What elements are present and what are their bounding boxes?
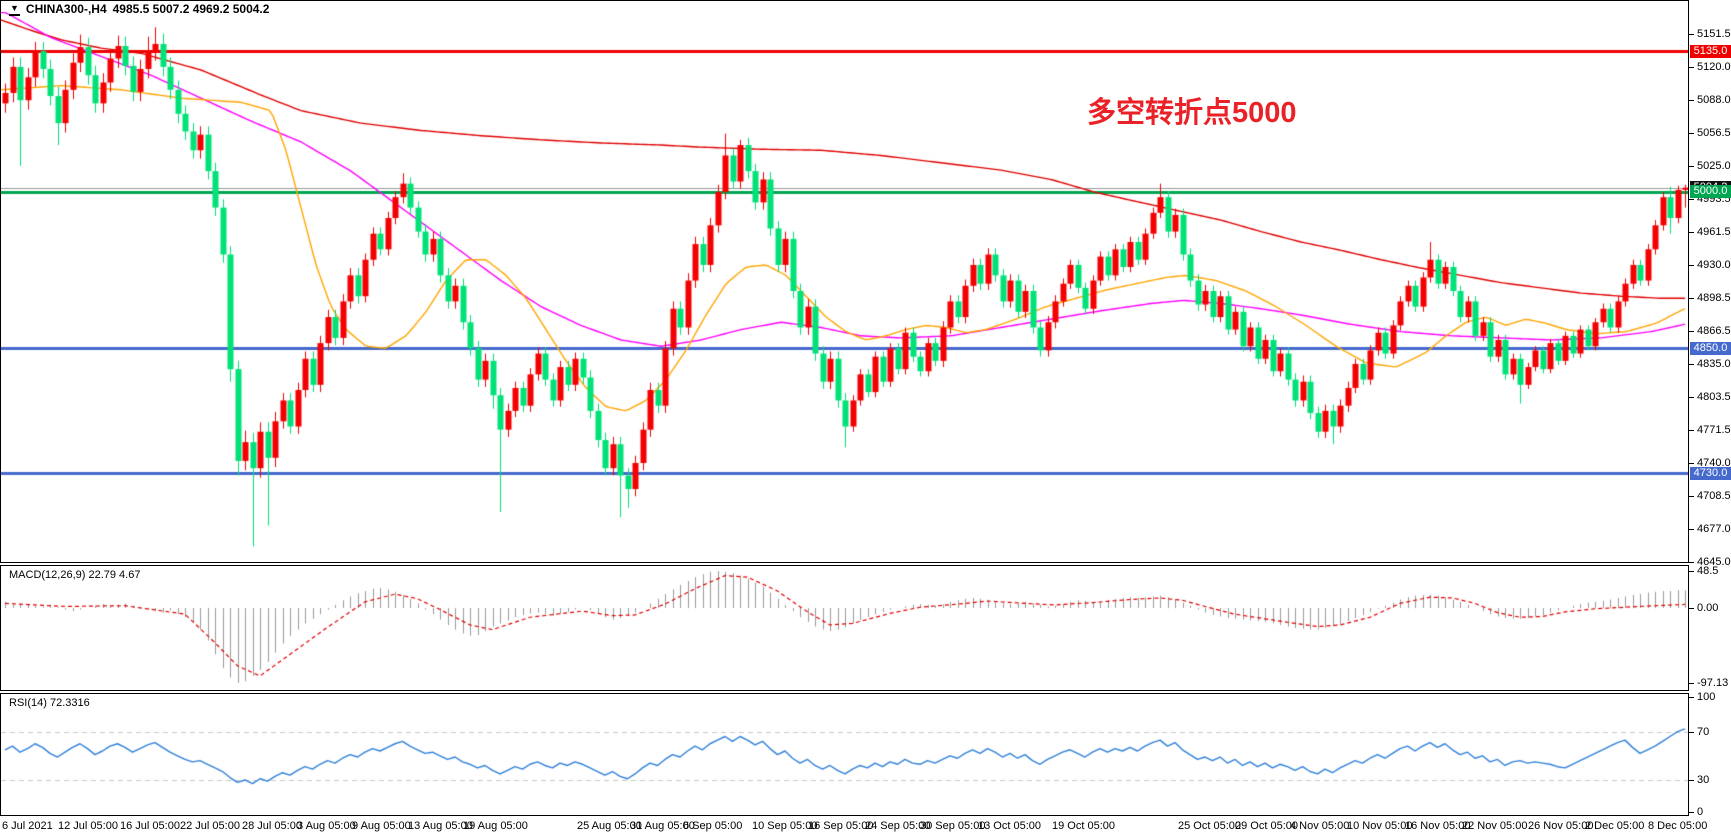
price-tick-label: 5056.5 — [1697, 127, 1731, 139]
date-tick-label: 6 Sep 05:00 — [683, 820, 743, 832]
axis-tick — [1689, 430, 1694, 431]
axis-tick — [1689, 166, 1694, 167]
price-chart-canvas[interactable] — [1, 1, 1688, 562]
axis-tick — [1689, 529, 1694, 530]
date-tick-label: 19 Oct 05:00 — [1052, 820, 1115, 832]
axis-tick — [1689, 496, 1694, 497]
date-tick-label: 25 Aug 05:00 — [577, 820, 642, 832]
date-tick-label: 13 Aug 05:00 — [408, 820, 473, 832]
price-tick-label: 4740.0 — [1697, 457, 1731, 469]
macd-canvas[interactable] — [1, 566, 1688, 690]
price-tick-label: 5151.5 — [1697, 28, 1731, 40]
rsi-tick-label: 70 — [1697, 726, 1710, 738]
price-badge: 4730.0 — [1690, 467, 1731, 480]
date-tick-label: 4 Nov 05:00 — [1290, 820, 1350, 832]
date-tick-label: 30 Sep 05:00 — [920, 820, 986, 832]
rsi-pane: RSI(14) 72.3316 — [0, 693, 1689, 816]
rsi-label: RSI(14) 72.3316 — [9, 697, 90, 709]
axis-tick — [1689, 812, 1694, 813]
annotation-text: 多空转折点5000 — [1087, 97, 1297, 129]
axis-tick — [1689, 298, 1694, 299]
date-tick-label: 25 Oct 05:00 — [1178, 820, 1241, 832]
price-tick-label: 5025.0 — [1697, 160, 1731, 172]
axis-tick — [1689, 732, 1694, 733]
chart-title: ▼ CHINA300-,H4 4985.5 5007.2 4969.2 5004… — [9, 2, 269, 16]
rsi-canvas[interactable] — [1, 694, 1688, 815]
date-tick-label: 2 Dec 05:00 — [1585, 820, 1645, 832]
date-tick-label: 28 Jul 05:00 — [242, 820, 302, 832]
axis-tick — [1689, 34, 1694, 35]
axis-tick — [1689, 199, 1694, 200]
date-tick-label: 6 Jul 2021 — [2, 820, 53, 832]
date-tick-label: 16 Nov 05:00 — [1405, 820, 1471, 832]
axis-tick — [1689, 608, 1694, 609]
date-tick-label: 13 Oct 05:00 — [978, 820, 1041, 832]
price-tick-label: 5088.0 — [1697, 94, 1731, 106]
ohlc-values: 4985.5 5007.2 4969.2 5004.2 — [112, 2, 270, 16]
price-tick-label: 4677.0 — [1697, 523, 1731, 535]
date-tick-label: 29 Oct 05:00 — [1235, 820, 1298, 832]
price-tick-label: 4898.5 — [1697, 292, 1731, 304]
macd-pane: MACD(12,26,9) 22.79 4.67 — [0, 565, 1689, 691]
date-tick-label: 19 Aug 05:00 — [463, 820, 528, 832]
date-tick-label: 16 Jul 05:00 — [120, 820, 180, 832]
date-tick-label: 9 Aug 05:00 — [352, 820, 411, 832]
price-tick-label: 4771.5 — [1697, 424, 1731, 436]
date-tick-label: 16 Sep 05:00 — [808, 820, 874, 832]
price-badge: 5135.0 — [1690, 45, 1731, 58]
date-tick-label: 10 Nov 05:00 — [1347, 820, 1413, 832]
symbol-dropdown-icon[interactable]: ▼ — [9, 3, 20, 16]
price-tick-label: 4930.0 — [1697, 259, 1731, 271]
date-tick-label: 26 Nov 05:00 — [1528, 820, 1594, 832]
axis-tick — [1689, 364, 1694, 365]
date-tick-label: 8 Dec 05:00 — [1648, 820, 1708, 832]
axis-tick — [1689, 133, 1694, 134]
price-tick-label: 4708.5 — [1697, 490, 1731, 502]
price-tick-label: 4803.5 — [1697, 391, 1731, 403]
axis-tick — [1689, 780, 1694, 781]
date-tick-label: 22 Nov 05:00 — [1462, 820, 1528, 832]
rsi-tick-label: 30 — [1697, 774, 1710, 786]
axis-tick — [1689, 331, 1694, 332]
macd-tick-label: -97.13 — [1697, 677, 1729, 689]
axis-tick — [1689, 562, 1694, 563]
axis-tick — [1689, 697, 1694, 698]
axis-tick — [1689, 463, 1694, 464]
rsi-tick-label: 0 — [1697, 806, 1704, 818]
price-tick-label: 4835.0 — [1697, 358, 1731, 370]
price-tick-label: 4645.0 — [1697, 556, 1731, 568]
date-tick-label: 31 Aug 05:00 — [630, 820, 695, 832]
macd-tick-label: 0.00 — [1697, 602, 1719, 614]
date-tick-label: 10 Sep 05:00 — [752, 820, 818, 832]
rsi-tick-label: 100 — [1697, 691, 1716, 703]
macd-tick-label: 48.5 — [1697, 565, 1719, 577]
macd-label: MACD(12,26,9) 22.79 4.67 — [9, 569, 141, 581]
axis-tick — [1689, 571, 1694, 572]
date-tick-label: 22 Jul 05:00 — [180, 820, 240, 832]
axis-tick — [1689, 67, 1694, 68]
axis-tick — [1689, 100, 1694, 101]
price-badge: 4850.0 — [1690, 342, 1731, 355]
axis-tick — [1689, 232, 1694, 233]
price-tick-label: 4961.5 — [1697, 226, 1731, 238]
price-pane: ▼ CHINA300-,H4 4985.5 5007.2 4969.2 5004… — [0, 0, 1689, 563]
date-tick-label: 12 Jul 05:00 — [58, 820, 118, 832]
price-badge: 5000.0 — [1690, 185, 1731, 198]
price-tick-label: 4866.5 — [1697, 325, 1731, 337]
symbol-period-label: CHINA300-,H4 — [25, 2, 107, 16]
axis-tick — [1689, 683, 1694, 684]
axis-tick — [1689, 265, 1694, 266]
date-tick-label: 3 Aug 05:00 — [297, 820, 356, 832]
axis-tick — [1689, 397, 1694, 398]
date-tick-label: 24 Sep 05:00 — [865, 820, 931, 832]
price-tick-label: 5120.0 — [1697, 61, 1731, 73]
